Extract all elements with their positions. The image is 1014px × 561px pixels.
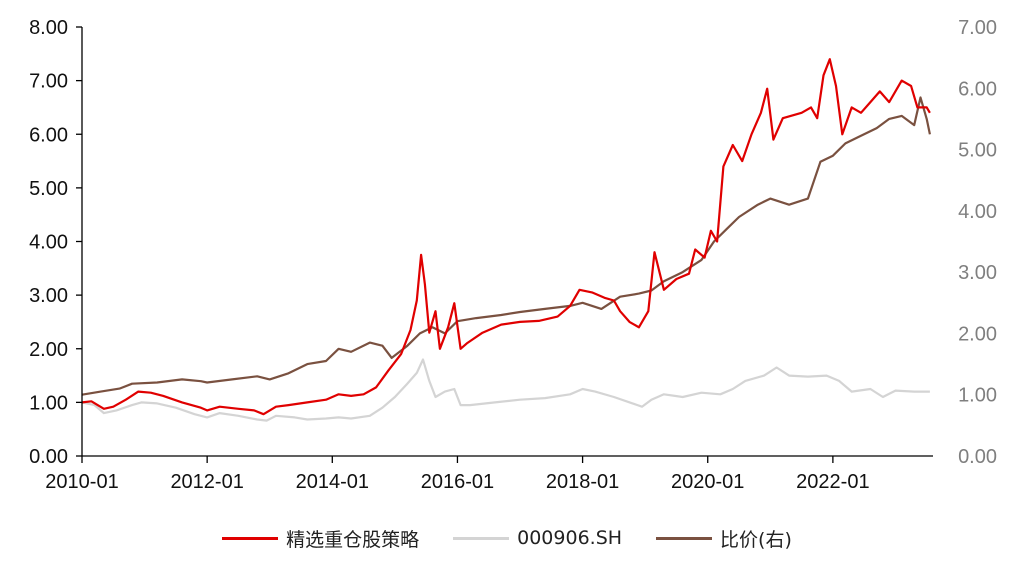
x-tick-label: 2020-01 xyxy=(671,471,744,493)
y-left-tick-label: 3.00 xyxy=(29,285,68,307)
x-tick-label: 2010-01 xyxy=(45,471,118,493)
y-right-tick-label: 4.00 xyxy=(958,201,997,223)
x-tick-label: 2012-01 xyxy=(170,471,243,493)
y-right-tick-label: 1.00 xyxy=(958,385,997,407)
series-line-2 xyxy=(81,96,931,396)
y-right-tick-label: 7.00 xyxy=(958,17,997,39)
y-left-tick-label: 8.00 xyxy=(29,17,68,39)
y-left-tick-label: 5.00 xyxy=(29,178,68,200)
legend-item-ratio: 比价(右) xyxy=(656,525,792,552)
chart-svg: 0.00 1.00 2.00 3.00 4.00 5.00 6.00 7.00 8.00 0.00… xyxy=(29,17,997,493)
legend: 精选重仓股策略 000906.SH 比价(右) xyxy=(0,520,1014,556)
y-left-tick-label: 4.00 xyxy=(29,232,68,254)
y-right-tick-label: 3.00 xyxy=(958,262,997,284)
legend-swatch-strategy xyxy=(222,536,279,540)
series-line-1 xyxy=(81,358,930,422)
legend-label-ratio: 比价(右) xyxy=(720,528,792,551)
x-tick-label: 2016-01 xyxy=(421,471,494,493)
x-tick-label: 2018-01 xyxy=(546,471,619,493)
legend-item-strategy: 精选重仓股策略 xyxy=(222,525,419,552)
y-right-tick-label: 0.00 xyxy=(958,446,997,468)
y-right-tick-label: 6.00 xyxy=(958,78,997,100)
y-left-tick-label: 2.00 xyxy=(29,339,68,361)
series-lines xyxy=(81,58,931,422)
x-tick-label: 2014-01 xyxy=(296,471,369,493)
y-right-tick-label: 2.00 xyxy=(958,323,997,345)
legend-item-index: 000906.SH xyxy=(453,527,622,549)
series-line-0 xyxy=(81,58,931,416)
y-left-tick-label: 1.00 xyxy=(29,392,68,414)
legend-label-strategy: 精选重仓股策略 xyxy=(286,528,420,551)
axes: 0.00 1.00 2.00 3.00 4.00 5.00 6.00 7.00 8.00 0.00… xyxy=(29,17,997,493)
legend-label-index: 000906.SH xyxy=(517,527,623,549)
y-left-tick-label: 0.00 xyxy=(29,446,68,468)
y-left-tick-label: 6.00 xyxy=(29,124,68,146)
legend-swatch-ratio xyxy=(656,536,713,540)
x-tick-label: 2022-01 xyxy=(796,471,869,493)
y-left-tick-label: 7.00 xyxy=(29,71,68,93)
y-right-tick-label: 5.00 xyxy=(958,140,997,162)
legend-swatch-index xyxy=(453,536,510,540)
